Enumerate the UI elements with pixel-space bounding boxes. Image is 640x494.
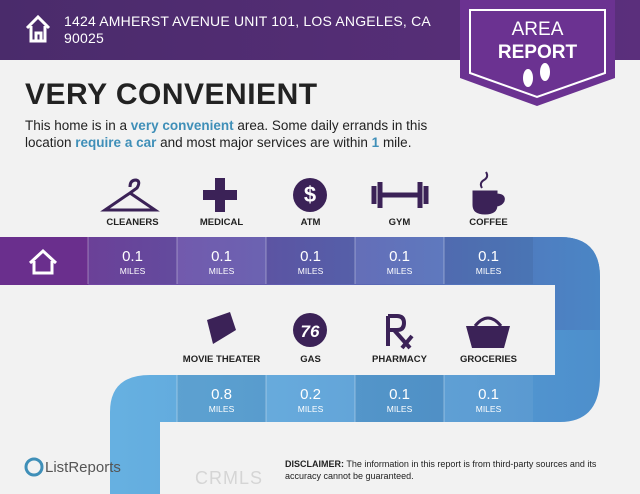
summary-part: 1 (371, 135, 380, 150)
service-name: MEDICAL (200, 217, 243, 228)
cell (444, 237, 533, 284)
brand-logo (24, 457, 44, 477)
distance: 0.1 (211, 248, 232, 265)
footprints (523, 63, 550, 87)
cell (444, 375, 533, 422)
brand: ListReports (45, 459, 121, 476)
distance: 0.8 (211, 386, 232, 403)
badge-text: AREA REPORT (460, 18, 615, 64)
cells: CLEANERS0.1MILESMEDICAL0.1MILESATM0.1MIL… (87, 217, 533, 422)
summary-part: This home is in a (25, 118, 131, 133)
unit: MILES (298, 266, 324, 276)
distance: 0.1 (478, 386, 499, 403)
distance: 0.1 (389, 386, 410, 403)
service-name: ATM (301, 217, 321, 228)
cell (355, 237, 444, 284)
home-icon (28, 248, 58, 275)
home-cell (0, 237, 88, 285)
cell (177, 237, 266, 284)
summary-part: very convenient (130, 118, 234, 133)
unit: MILES (476, 266, 502, 276)
unit: MILES (120, 266, 146, 276)
service-name: COFFEE (469, 217, 508, 228)
cell (266, 237, 355, 284)
badge-border (469, 9, 606, 99)
service-name: GYM (389, 217, 411, 228)
disclaimer: DISCLAIMER: The information in this repo… (285, 458, 625, 482)
service-name: GROCERIES (460, 354, 517, 365)
title: VERY CONVENIENT (25, 78, 318, 111)
service-name: CLEANERS (106, 217, 158, 228)
watermark: CRMLS (195, 468, 264, 488)
service-name: PHARMACY (372, 354, 428, 365)
disclaimer-label: DISCLAIMER: (285, 459, 344, 469)
cell (177, 375, 266, 422)
unit: MILES (476, 404, 502, 414)
distance: 0.1 (389, 248, 410, 265)
address-line: 1424 AMHERST AVENUE UNIT 101, LOS ANGELE… (64, 13, 431, 29)
summary-part: mile. (379, 135, 412, 150)
address-line: 90025 (64, 30, 104, 46)
badge (460, 0, 615, 106)
route-band-top (0, 237, 600, 330)
disclaimer-text: The information in this report is from t… (285, 459, 597, 481)
distance: 0.1 (478, 248, 499, 265)
distance: 0.1 (300, 248, 321, 265)
unit: MILES (209, 266, 235, 276)
distance: 0.2 (300, 386, 321, 403)
summary-part: and most major services are within (156, 135, 372, 150)
badge-line: AREA (511, 19, 564, 40)
service-name: MOVIE THEATER (183, 354, 261, 365)
service-name: GAS (300, 354, 321, 365)
cell (88, 237, 177, 284)
gas-symbol: 76 (301, 322, 320, 341)
unit: MILES (387, 404, 413, 414)
icons-row1 (100, 171, 505, 215)
unit: MILES (209, 404, 235, 414)
house-icon (25, 14, 51, 43)
icons-row2 (207, 312, 510, 350)
summary: This home is in a very convenient area. … (25, 117, 455, 151)
route-band (0, 237, 600, 494)
badge-line: REPORT (497, 42, 578, 63)
unit: MILES (298, 404, 324, 414)
summary-part: area. Some daily errands in this locatio… (25, 118, 428, 150)
atm-symbol: $ (304, 182, 316, 207)
distance: 0.1 (122, 248, 143, 265)
summary-part: require a car (75, 135, 157, 150)
cell (355, 375, 444, 422)
cell (266, 375, 355, 422)
address: 1424 AMHERST AVENUE UNIT 101, LOS ANGELE… (64, 13, 431, 47)
unit: MILES (387, 266, 413, 276)
